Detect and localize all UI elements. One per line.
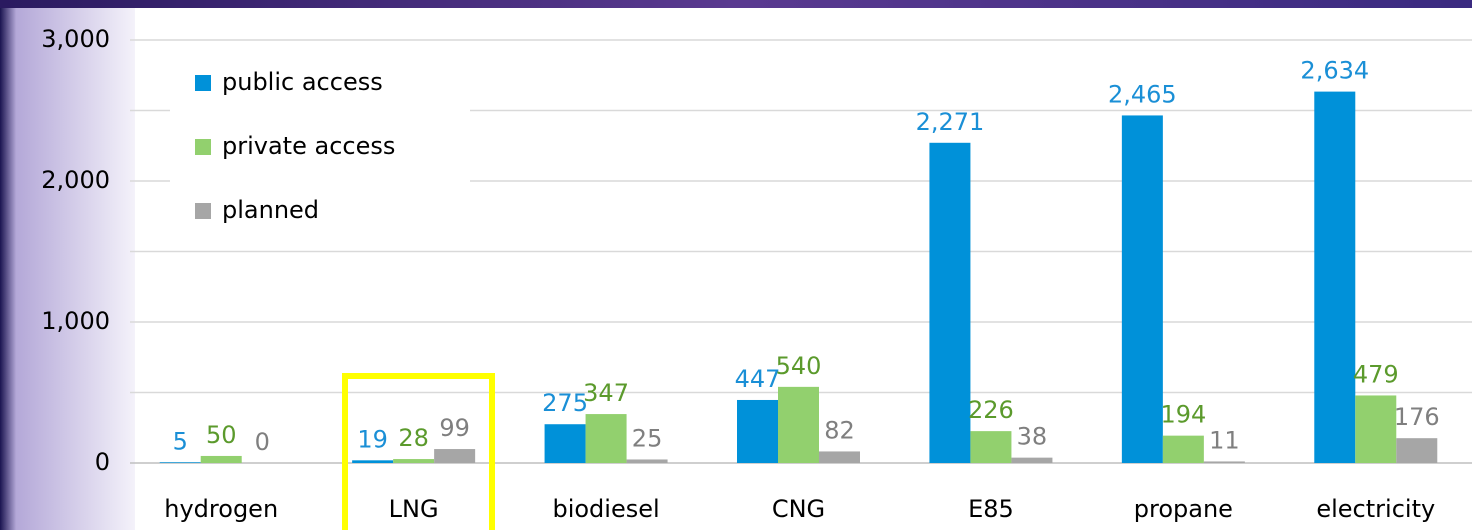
x-tick-label: hydrogen (164, 495, 278, 523)
y-tick-label: 0 (95, 448, 110, 476)
bar (352, 460, 394, 463)
left-backdrop (0, 0, 135, 530)
plot: 0 1,000 2,000 3,000 hydrogen 5 50 0 LNG 19 28 99 bio… (41, 25, 1472, 523)
bar (1355, 395, 1397, 463)
value-label: 176 (1394, 403, 1440, 431)
legend-swatch (195, 203, 211, 219)
bar (434, 449, 476, 463)
x-tick-label: E85 (968, 495, 1014, 523)
x-tick-label: electricity (1316, 495, 1435, 523)
bar (1314, 91, 1356, 463)
bar (585, 414, 627, 463)
value-label: 194 (1160, 401, 1206, 429)
bar (929, 142, 971, 463)
value-label: 2,465 (1108, 80, 1177, 108)
value-label: 82 (824, 416, 855, 444)
value-label: 25 (632, 424, 663, 452)
bar (970, 431, 1012, 463)
highlight-box (342, 373, 495, 530)
value-label: 11 (1209, 426, 1240, 454)
value-label: 0 (255, 428, 270, 456)
legend-swatch (195, 139, 211, 155)
legend-label: private access (222, 132, 395, 160)
legend-swatch (195, 75, 211, 91)
bar (737, 399, 778, 463)
value-label: 28 (398, 424, 429, 452)
x-tick-label: CNG (772, 495, 825, 523)
value-label: 275 (542, 389, 588, 417)
value-label: 2,634 (1300, 57, 1369, 85)
y-tick-label: 3,000 (41, 25, 110, 53)
legend-label: planned (222, 196, 319, 224)
value-label: 5 (173, 427, 188, 455)
value-label: 540 (776, 352, 822, 380)
legend-box (170, 55, 470, 240)
value-label: 2,271 (916, 108, 985, 136)
x-tick-label: biodiesel (552, 495, 659, 523)
bar (778, 386, 819, 463)
bar (544, 424, 586, 463)
x-tick-label: LNG (389, 495, 439, 523)
value-label: 19 (357, 425, 388, 453)
value-label: 50 (206, 421, 237, 449)
bar (819, 451, 860, 463)
bar (1011, 457, 1053, 463)
value-label: 38 (1017, 423, 1048, 451)
value-label: 447 (735, 365, 781, 393)
y-tick-label: 1,000 (41, 307, 110, 335)
value-label: 226 (968, 396, 1014, 424)
bar (1121, 115, 1163, 463)
bar (393, 459, 435, 463)
bar (200, 455, 242, 463)
bar (1203, 461, 1245, 463)
y-tick-label: 2,000 (41, 166, 110, 194)
legend-label: public access (222, 68, 383, 96)
bar (1162, 435, 1204, 463)
x-tick-label: propane (1134, 495, 1233, 523)
bar (1396, 438, 1438, 463)
bar (626, 459, 668, 463)
value-label: 479 (1353, 360, 1399, 388)
value-label: 347 (583, 379, 629, 407)
value-label: 99 (439, 414, 470, 442)
bar (159, 462, 201, 463)
top-backdrop (0, 0, 1472, 8)
